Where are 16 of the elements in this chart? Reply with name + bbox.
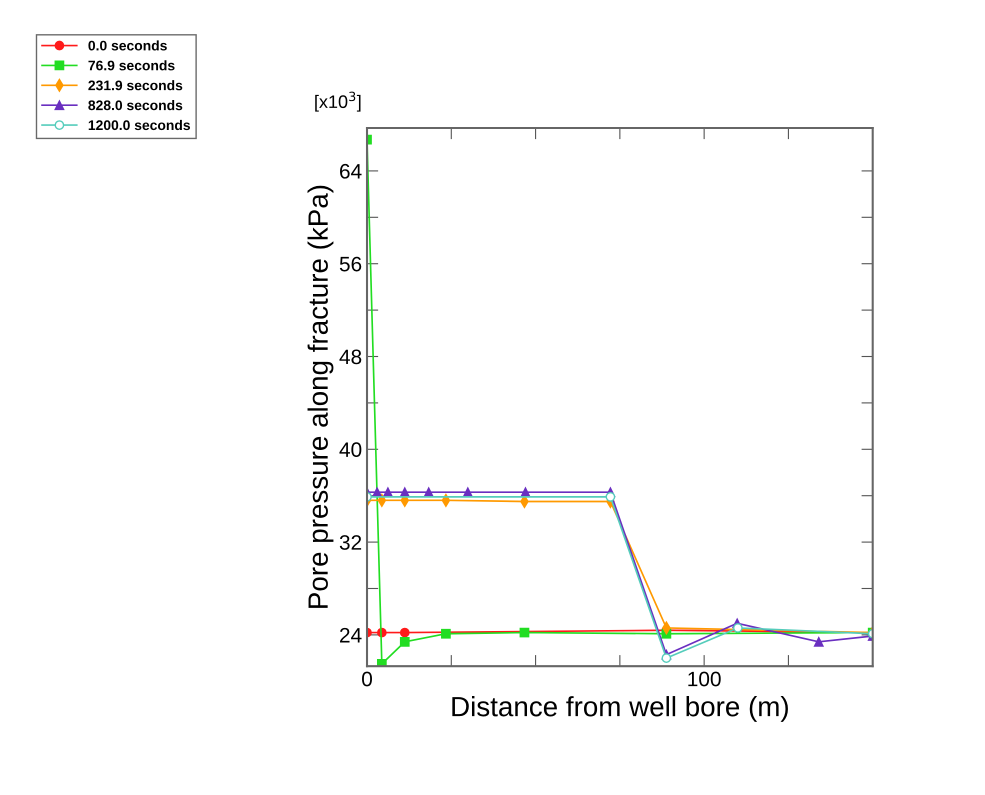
legend-label: 76.9 seconds [88,60,175,70]
y-tick-label: 32 [340,535,362,550]
y-tick-label: 64 [340,164,362,179]
x-tick-label: 0 [362,672,372,686]
legend-label: 0.0 seconds [88,40,167,51]
legend-label: 1200.0 seconds [88,120,190,130]
y-tick-label: 56 [340,256,362,272]
legend-label: 828.0 seconds [88,100,182,110]
legend-label: 231.9 seconds [88,80,182,90]
y-tick-label: 24 [340,628,362,642]
y-tick-label: 40 [339,442,362,458]
y-tick-label: 48 [339,350,362,364]
x-axis-title: Distance from well bore (m) [452,696,788,722]
text: [x10$^{3}$] [315,92,360,112]
x-tick-label: 100 [688,672,721,686]
y-axis-title: Pore pressure along fracture (kPa) [308,186,334,608]
